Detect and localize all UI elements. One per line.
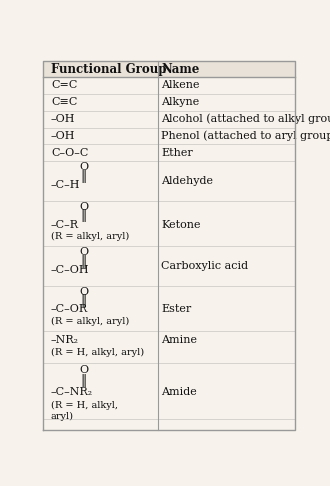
Text: –C–R: –C–R — [51, 220, 79, 230]
Text: C≡C: C≡C — [51, 97, 77, 107]
Text: O: O — [79, 162, 88, 173]
Text: Ether: Ether — [161, 148, 193, 158]
Text: –C–OR: –C–OR — [51, 304, 88, 314]
Text: (R = H, alkyl,
aryl): (R = H, alkyl, aryl) — [51, 401, 118, 420]
Text: Phenol (attached to aryl group): Phenol (attached to aryl group) — [161, 131, 330, 141]
Text: Ketone: Ketone — [161, 220, 201, 230]
Text: –OH: –OH — [51, 114, 76, 124]
Text: Functional Group: Functional Group — [51, 63, 166, 75]
Text: (R = alkyl, aryl): (R = alkyl, aryl) — [51, 316, 129, 326]
Text: Name: Name — [161, 63, 200, 75]
Text: –C–NR₂: –C–NR₂ — [51, 387, 93, 397]
Text: –C–OH: –C–OH — [51, 265, 89, 275]
Text: C–O–C: C–O–C — [51, 148, 88, 158]
Text: –NR₂: –NR₂ — [51, 335, 79, 345]
Text: Carboxylic acid: Carboxylic acid — [161, 261, 248, 271]
Text: O: O — [79, 202, 88, 212]
Bar — [43, 61, 295, 77]
Text: Amine: Amine — [161, 335, 197, 345]
Text: ‖: ‖ — [80, 374, 86, 387]
Text: (R = alkyl, aryl): (R = alkyl, aryl) — [51, 232, 129, 241]
Text: Aldehyde: Aldehyde — [161, 176, 214, 187]
Text: Alcohol (attached to alkyl group): Alcohol (attached to alkyl group) — [161, 114, 330, 124]
Text: Amide: Amide — [161, 387, 197, 397]
Text: C=C: C=C — [51, 80, 77, 90]
Text: O: O — [79, 287, 88, 297]
Text: O: O — [79, 247, 88, 257]
Text: O: O — [79, 365, 88, 375]
Text: ‖: ‖ — [80, 209, 86, 222]
Text: ‖: ‖ — [80, 170, 86, 183]
Text: ‖: ‖ — [80, 255, 86, 268]
Text: Ester: Ester — [161, 304, 192, 314]
Text: ‖: ‖ — [80, 294, 86, 307]
Text: –OH: –OH — [51, 131, 76, 141]
Text: –C–H: –C–H — [51, 180, 81, 191]
Text: Alkene: Alkene — [161, 80, 200, 90]
Text: (R = H, alkyl, aryl): (R = H, alkyl, aryl) — [51, 347, 144, 357]
Text: Alkyne: Alkyne — [161, 97, 200, 107]
